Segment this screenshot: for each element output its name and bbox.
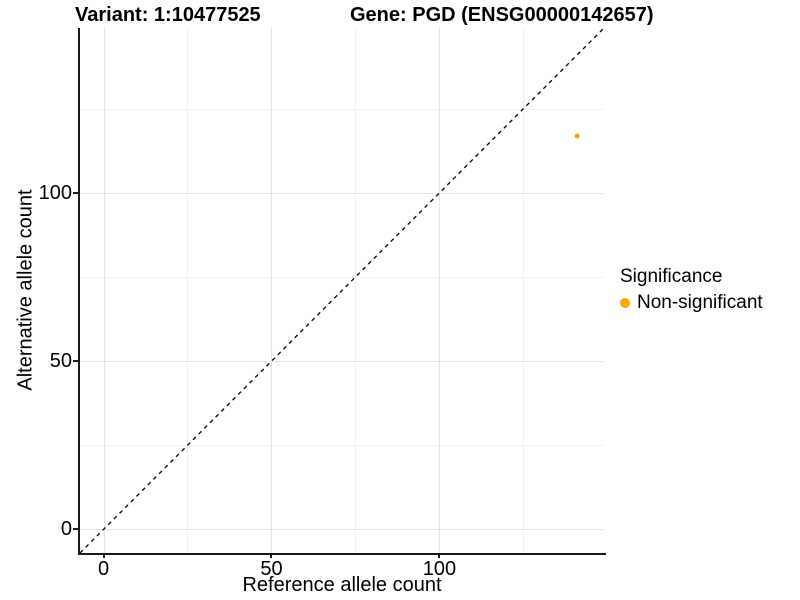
gridline-y-major <box>80 192 604 194</box>
x-axis-tick <box>438 553 441 558</box>
x-axis-title: Reference allele count <box>242 574 442 596</box>
x-tick-label: 0 <box>97 558 110 580</box>
gridline-x-minor <box>523 28 525 553</box>
x-tick-label: 100 <box>422 558 457 580</box>
y-axis-tick <box>73 360 78 363</box>
plot-panel <box>80 28 604 553</box>
y-tick-label: 0 <box>60 518 72 541</box>
plot-title-variant: Variant: 1:10477525 <box>75 4 261 26</box>
legend-item: Non-significant <box>620 292 763 313</box>
data-point <box>574 133 580 139</box>
identity-dashed-line <box>80 28 604 553</box>
gridline-y-minor <box>80 108 604 110</box>
gridline-y-minor <box>80 445 604 447</box>
x-axis-tick <box>270 553 273 558</box>
y-axis-line <box>78 28 80 555</box>
gridline-y-major <box>80 529 604 531</box>
x-axis-tick <box>102 553 105 558</box>
gridline-x-minor <box>355 28 357 553</box>
x-axis-line <box>78 553 606 555</box>
x-tick-label: 50 <box>260 558 283 580</box>
y-axis-tick <box>73 191 78 194</box>
identity-line-layer <box>80 28 604 553</box>
gridline-x-major <box>103 28 105 553</box>
y-axis-tick <box>73 528 78 531</box>
legend: Significance Non-significant <box>620 266 763 313</box>
gridline-y-major <box>80 361 604 363</box>
legend-title: Significance <box>620 266 723 287</box>
plot-title-gene: Gene: PGD (ENSG00000142657) <box>350 4 654 26</box>
gridline-x-major <box>271 28 273 553</box>
gridline-x-major <box>439 28 441 553</box>
legend-item-label: Non-significant <box>637 292 763 313</box>
y-tick-label: 50 <box>49 350 72 373</box>
gridline-x-minor <box>187 28 189 553</box>
gridline-y-minor <box>80 277 604 279</box>
legend-point-icon <box>620 298 630 308</box>
y-tick-label: 100 <box>38 181 72 204</box>
